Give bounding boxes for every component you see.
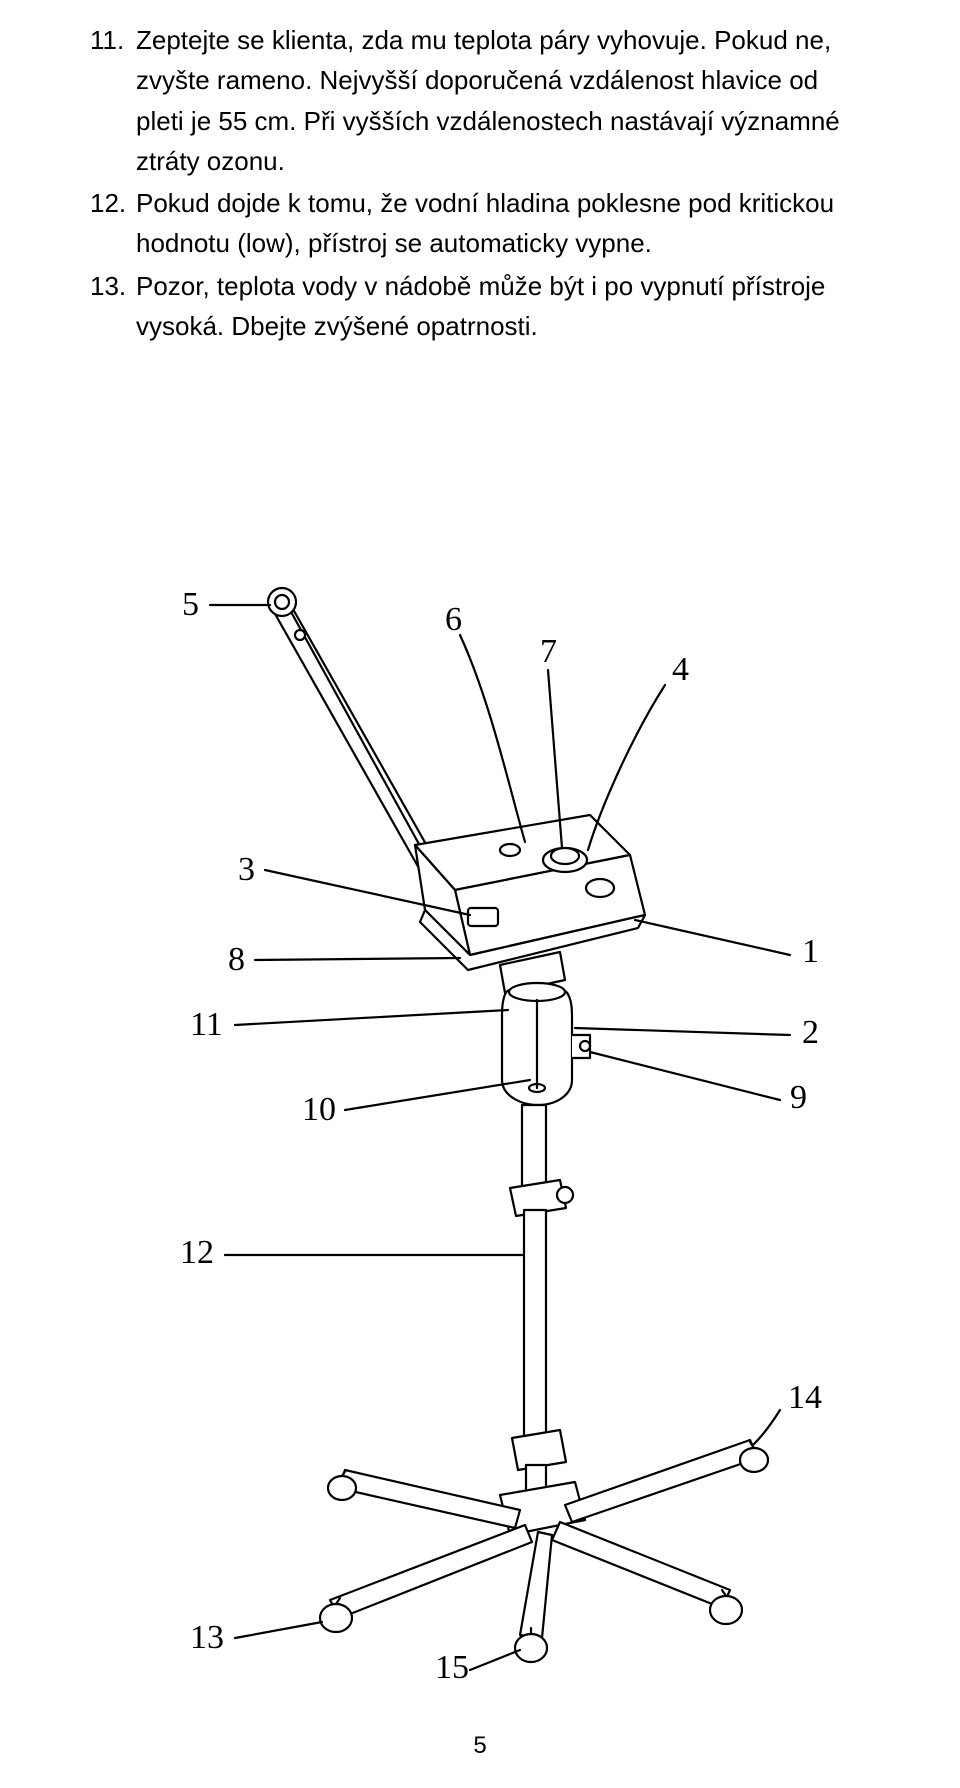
diagram-label-1: 1 — [802, 933, 819, 970]
diagram-label-5: 5 — [182, 586, 199, 623]
item-text: Pozor, teplota vody v nádobě může být i … — [136, 266, 870, 347]
diagram-label-2: 2 — [802, 1014, 819, 1051]
list-item: 13. Pozor, teplota vody v nádobě může bý… — [90, 266, 870, 347]
diagram-label-7: 7 — [540, 633, 557, 670]
diagram-label-8: 8 — [228, 941, 245, 978]
diagram-label-15: 15 — [435, 1649, 469, 1680]
item-number: 13. — [90, 266, 136, 347]
diagram-label-9: 9 — [790, 1079, 807, 1116]
diagram-label-12: 12 — [180, 1234, 214, 1271]
diagram-label-13: 13 — [190, 1619, 224, 1656]
diagram-label-14: 14 — [788, 1379, 822, 1416]
diagram-label-11: 11 — [190, 1006, 223, 1043]
item-number: 12. — [90, 183, 136, 264]
diagram-label-4: 4 — [672, 651, 689, 688]
diagram-label-6: 6 — [445, 601, 462, 638]
diagram-label-3: 3 — [238, 851, 255, 888]
list-item: 11. Zeptejte se klienta, zda mu teplota … — [90, 20, 870, 181]
list-item: 12. Pokud dojde k tomu, že vodní hladina… — [90, 183, 870, 264]
page-number: 5 — [0, 1732, 960, 1760]
item-number: 11. — [90, 20, 136, 181]
item-text: Zeptejte se klienta, zda mu teplota páry… — [136, 20, 870, 181]
device-diagram: 5 6 7 4 3 1 8 2 11 9 10 12 14 13 15 — [90, 560, 870, 1680]
instruction-list: 11. Zeptejte se klienta, zda mu teplota … — [90, 20, 870, 346]
diagram-label-10: 10 — [302, 1091, 336, 1128]
item-text: Pokud dojde k tomu, že vodní hladina pok… — [136, 183, 870, 264]
